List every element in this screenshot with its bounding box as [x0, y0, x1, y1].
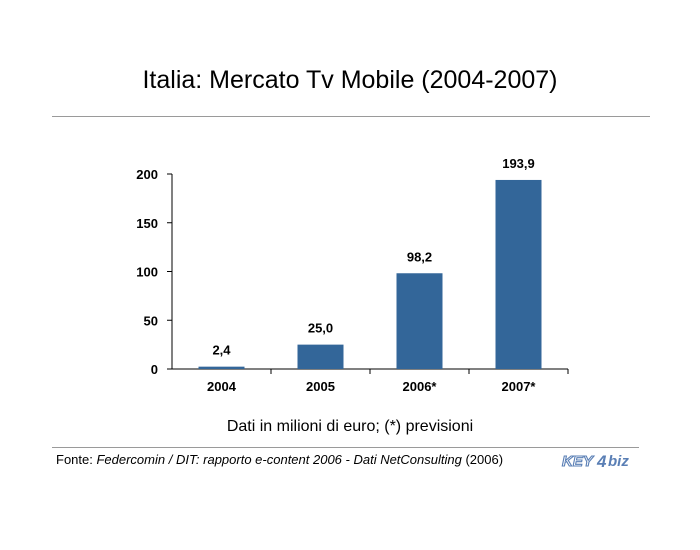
logo-text-4: 4: [596, 452, 607, 471]
source-prefix: Fonte:: [56, 452, 97, 467]
x-tick-label: 2007*: [502, 379, 537, 394]
key4biz-logo: KEY 4 biz: [560, 448, 640, 477]
key4biz-logo-mark: KEY 4 biz: [561, 452, 629, 471]
y-tick-label: 100: [136, 265, 158, 280]
logo-text-key: KEY: [562, 453, 595, 470]
y-tick-label: 150: [136, 216, 158, 231]
chart-title: Italia: Mercato Tv Mobile (2004-2007): [142, 66, 558, 94]
x-tick-label: 2004: [207, 379, 237, 394]
bar: [396, 273, 443, 369]
data-label: 193,9: [502, 156, 535, 171]
x-tick-label: 2005: [306, 379, 335, 394]
y-tick-label: 0: [151, 362, 158, 377]
bar: [198, 366, 245, 369]
bar: [297, 344, 344, 369]
y-tick-label: 200: [136, 167, 158, 182]
footer-divider: [52, 447, 639, 448]
logo-text-biz: biz: [608, 453, 629, 470]
source-note: Fonte: Federcomin / DIT: rapporto e-cont…: [56, 452, 503, 467]
source-text: Federcomin / DIT: rapporto e-content 200…: [96, 452, 462, 467]
bar: [495, 179, 542, 369]
title-divider: [52, 116, 650, 117]
data-label: 98,2: [407, 249, 432, 264]
data-label: 25,0: [308, 321, 333, 336]
y-tick-label: 50: [144, 313, 158, 328]
bar-chart: 0 50 100 150 200 2,4 2004 25,0 2005 98,2 2006* 193,…: [136, 156, 569, 394]
data-label: 2,4: [212, 343, 231, 358]
source-suffix: (2006): [461, 452, 504, 467]
chart-caption: Dati in milioni di euro; (*) previsioni: [226, 418, 474, 435]
x-tick-label: 2006*: [403, 379, 438, 394]
